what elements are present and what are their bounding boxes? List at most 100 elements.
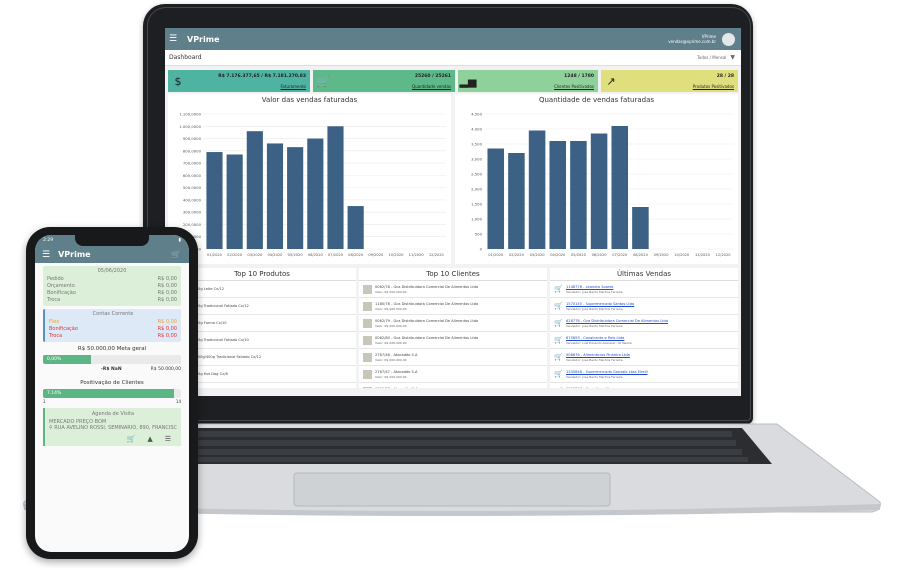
y-tick-label: 300,0000: [183, 210, 202, 215]
top-clientes-panel: Top 10 Clientes 0062/78 - Gca Distribuid…: [359, 268, 547, 388]
sale-link[interactable]: 1335848 - Supermercado Gonzalo Ltda Eire…: [566, 369, 648, 374]
y-tick-label: 500,0000: [183, 185, 202, 190]
bar[interactable]: [549, 141, 567, 249]
resumo-label: Bonificação: [47, 290, 76, 296]
table-row[interactable]: Pao Vo Neuza L400g/400g Tradicional Fati…: [168, 349, 356, 366]
table-row[interactable]: 0062/80 - Gca Distribuidora Comercial De…: [359, 332, 547, 349]
client-cell: 0062/80 - Gca Distribuidora Comercial De…: [375, 336, 547, 345]
notes-icon[interactable]: ☰: [164, 435, 171, 443]
avatar[interactable]: [722, 32, 735, 46]
sale-sub: Vendedor: Jose Bento Martins Ferreira: [566, 306, 623, 311]
bar[interactable]: [508, 153, 525, 249]
bar[interactable]: [266, 143, 284, 249]
meta-values: -R$ NaN R$ 50.000,00: [43, 367, 181, 372]
product-name: Pao Vo Neuza 400g Tradicional Fatiado Cx…: [168, 304, 249, 308]
resumo-value: R$ 0,00: [157, 297, 177, 303]
sale-link[interactable]: 508876 - Alimenticios Pinheiro Ltda: [566, 352, 630, 357]
menu-icon[interactable]: ☰: [42, 249, 51, 260]
bar[interactable]: [226, 154, 243, 250]
resumo-card[interactable]: 05/06/2020 Pedido R$ 0,00 Orçamento R$ 0,00…: [43, 266, 181, 306]
resumo-line: Troca R$ 0,00: [47, 297, 177, 304]
positivacao-progress: 7.14%: [43, 389, 181, 398]
table-row[interactable]: Pao Vo Neuza 500g Tradicional Fatiado Cx…: [168, 332, 356, 349]
agenda-card[interactable]: Agenda de Visita MERCADO PREÇO BOM ⚲ RUA…: [43, 408, 181, 446]
y-tick-label: 1,500: [471, 202, 482, 207]
bar[interactable]: [327, 126, 344, 249]
bar[interactable]: [611, 126, 629, 249]
meta-right: R$ 50.000,00: [150, 367, 181, 372]
phone-screen: 2:29 ▮ ☰ VPrime 🛒 05/06/2020 Pedido R$ 0,…: [35, 235, 189, 552]
bar[interactable]: [246, 131, 263, 249]
table-row[interactable]: 1180/78 - Gca Distribuidora Comercial De…: [359, 298, 547, 315]
cart-icon[interactable]: 🛒: [126, 435, 136, 443]
bar[interactable]: [528, 130, 546, 250]
y-tick-label: 1,000: [471, 217, 482, 222]
table-row[interactable]: 🛒 628778 - Gca Distribuidora Comercial De…: [550, 315, 738, 332]
cart-icon: 🛒: [554, 319, 563, 327]
bar[interactable]: [570, 141, 587, 249]
kpi-produtos[interactable]: ↗ 28 / 28 Produtos Positivados: [601, 70, 738, 92]
cart-icon: 🛒: [554, 336, 563, 344]
table-row[interactable]: 🛒 675893 - Cavalcante e Reis Ltda Vendedor…: [550, 332, 738, 349]
client-sub: Valor: R$ 000.000,00: [375, 357, 407, 362]
table-row[interactable]: Pao Vo Neuza 400g Tradicional Fatiado Cx…: [168, 298, 356, 315]
bar[interactable]: [206, 152, 223, 249]
table-row[interactable]: 🛒 1335848 - Supermercado Gonzalo Ltda Eir…: [550, 366, 738, 383]
bar[interactable]: [487, 148, 505, 250]
kpi-label[interactable]: Quantidade vendas: [411, 84, 451, 89]
chart-quantidade-vendas: Quantidade de vendas faturadas 0 500 1,000…: [455, 94, 738, 264]
conta-value: R$ 0,00: [157, 319, 177, 325]
y-tick-label: 0: [480, 247, 483, 252]
sale-link[interactable]: 1570145 - Supermercado Santos Ltda: [566, 301, 635, 306]
menu-icon[interactable]: ☰: [169, 34, 178, 44]
navigate-icon[interactable]: ▲: [147, 435, 153, 443]
table-row[interactable]: 🛒 508876 - Alimenticios Pinheiro Ltda Vend…: [550, 349, 738, 366]
client-thumbnail: [363, 386, 372, 388]
conta-corrente-card[interactable]: Contas Corrente Flex R$ 0,00 Bonificação R$…: [43, 309, 181, 342]
filter-icon[interactable]: ▼: [730, 54, 735, 61]
table-row[interactable]: 🛒1557897 - Carvalho e NunesVendedor: Jos…: [550, 383, 738, 389]
cart-icon[interactable]: 🛒: [171, 250, 181, 259]
user-name: VPrime: [701, 34, 716, 39]
bar[interactable]: [590, 133, 608, 250]
phone-notch: [75, 235, 149, 246]
y-tick-label: 3,000: [471, 157, 482, 162]
table-row[interactable]: 0062/79 - Gca Distribuidora Comercial De…: [359, 315, 547, 332]
panel-title: Top 10 Produtos: [168, 268, 356, 281]
sale-link[interactable]: 1557897 - Carvalho e Nunes: [566, 387, 617, 389]
x-tick-label: 04/2020: [268, 253, 284, 257]
kpi-quantidade[interactable]: 🛒 25260 / 25261 Quantidade vendas: [313, 70, 455, 92]
table-row[interactable]: 2767/47 - Atacadão S.A Valor: R$ 000.000,…: [359, 366, 547, 383]
table-row[interactable]: 🛒 1570145 - Supermercado Santos Ltda Vende…: [550, 298, 738, 315]
table-row[interactable]: 🛒 1148776 - Leandro Soares Vendedor: Jose …: [550, 281, 738, 298]
bar[interactable]: [632, 207, 649, 249]
bar[interactable]: [347, 206, 364, 249]
table-row[interactable]: 0062/78 - Gca Distribuidora Comercial De…: [359, 281, 547, 298]
period-filter[interactable]: Todos / Mensal: [697, 55, 727, 60]
y-tick-label: 900,0000: [183, 136, 202, 141]
sale-link[interactable]: 1148776 - Leandro Soares: [566, 284, 614, 289]
sale-cell: 1557897 - Carvalho e NunesVendedor: Jose…: [566, 387, 738, 389]
kpi-faturamento[interactable]: $ R$ 7.176.377,65 / R$ 7.181.270,83 Fatu…: [168, 70, 310, 92]
conta-value: R$ 0,00: [157, 333, 177, 339]
bar[interactable]: [287, 147, 304, 249]
client-name: 2767/46 - Atacadão S.A: [375, 352, 418, 357]
sale-link[interactable]: 675893 - Cavalcante e Reis Ltda: [566, 335, 625, 340]
kpi-label[interactable]: Clientes Positivados: [554, 84, 594, 89]
x-tick-label: 03/2020: [530, 253, 546, 257]
kpi-label[interactable]: Faturamento: [280, 84, 307, 89]
table-row[interactable]: 2767/46 - Atacadão S.A Valor: R$ 000.000,…: [359, 349, 547, 366]
client-name: 1180/78 - Gca Distribuidora Comercial De…: [375, 301, 479, 306]
sale-sub: Vendedor: Jose Bento Martins Ferreira: [566, 374, 623, 379]
x-tick-label: 09/2020: [368, 253, 384, 257]
kpi-clientes[interactable]: ▂▅ 1248 / 1780 Clientes Positivados: [458, 70, 598, 92]
bar[interactable]: [307, 138, 324, 249]
sale-link[interactable]: 628778 - Gca Distribuidora Comercial De …: [566, 318, 669, 323]
positivacao-progress-fill: [43, 389, 175, 398]
y-tick-label: 1.100,0000: [179, 112, 201, 117]
x-tick-label: 11/2020: [409, 253, 425, 257]
kpi-label[interactable]: Produtos Positivados: [692, 84, 734, 89]
page-title: Dashboard: [169, 54, 202, 61]
